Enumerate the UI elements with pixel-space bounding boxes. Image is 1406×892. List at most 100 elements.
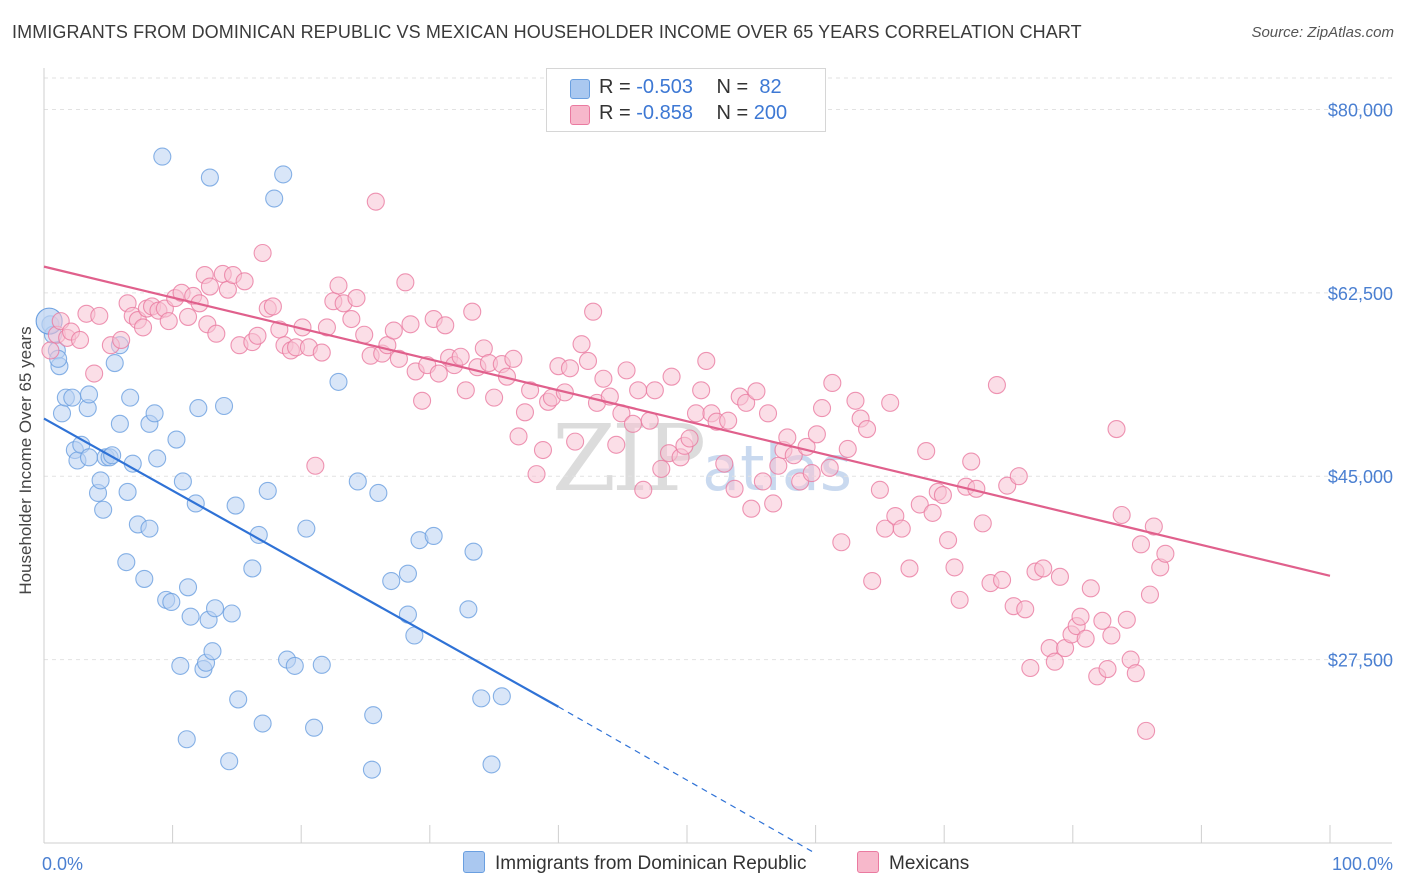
dominican-point (153, 147, 172, 166)
mexican-point (634, 480, 653, 499)
mexican-point (753, 472, 772, 491)
dominican-point (459, 600, 478, 619)
mexican-point (41, 341, 60, 360)
mexican-point (742, 499, 761, 518)
dominican-point (398, 564, 417, 583)
trend-line-dominican (43, 417, 559, 708)
dominican-point (200, 168, 219, 187)
series-dominican-points (35, 147, 511, 779)
mexican-point (401, 315, 420, 334)
mexican-point (838, 439, 857, 459)
mexican-point (1102, 626, 1121, 645)
mexican-point (90, 306, 109, 325)
dominican-point (472, 689, 491, 708)
series-mexican-points (41, 192, 1175, 740)
source-label: Source: ZipAtlas.com (1251, 24, 1394, 41)
dominican-point (177, 730, 196, 749)
mexican-point (178, 307, 198, 326)
legend-swatch-mexican (570, 105, 590, 125)
mexican-point (617, 361, 636, 380)
mexican-point (820, 458, 839, 477)
axis-labels: $27,500 $45,000 $62,500 $80,000 0.0% 100.0% Ho… (16, 100, 1393, 874)
legend-row-dominican: R = -0.503 N = 82 (570, 76, 782, 99)
mexican-point (312, 343, 331, 362)
mexican-point (515, 403, 535, 422)
dominican-point (464, 542, 483, 561)
mexican-point (645, 381, 664, 400)
dominican-point (94, 500, 113, 519)
dominican-point (226, 496, 245, 515)
dominican-point (312, 655, 331, 674)
dominican-point (243, 559, 262, 578)
dominican-point (91, 471, 110, 490)
y-tick-label: $27,500 (1328, 651, 1393, 671)
mexican-point (521, 381, 540, 400)
dominican-point (110, 414, 129, 433)
mexican-point (456, 381, 475, 400)
mexican-point (1117, 610, 1136, 629)
mexican-point (863, 571, 882, 591)
mexican-point (200, 277, 219, 296)
mexican-point (993, 570, 1012, 590)
mexican-point (1034, 559, 1053, 578)
mexican-point (1050, 567, 1069, 586)
legend-swatch-dominican (570, 79, 590, 99)
mexican-point (1156, 544, 1175, 563)
mexican-point (566, 432, 585, 451)
dominican-point (398, 605, 417, 624)
y-tick-label: $62,500 (1328, 284, 1393, 304)
y-axis-title: Householder Income Over 65 years (16, 326, 35, 594)
mexican-point (607, 435, 626, 454)
dominican-point (274, 165, 293, 184)
mexican-point (686, 404, 706, 423)
dominican-point (148, 449, 167, 468)
mexican-point (623, 414, 643, 433)
dominican-point (79, 385, 99, 404)
mexican-point (1140, 585, 1160, 604)
chart-title: IMMIGRANTS FROM DOMINICAN REPUBLIC VS ME… (12, 22, 1082, 42)
legend-r-value: -0.503 (636, 76, 693, 98)
dominican-point (348, 472, 367, 491)
axes (43, 68, 1392, 844)
mexican-point (263, 297, 282, 316)
mexican-point (451, 347, 470, 366)
legend-n-value: 200 (753, 102, 788, 124)
dominican-point (121, 388, 140, 407)
mexican-point (560, 359, 580, 378)
mexican-point (652, 459, 671, 478)
mexican-point (892, 519, 911, 538)
mexican-point (342, 309, 361, 329)
mexican-point (747, 382, 766, 401)
mexican-point (70, 330, 90, 350)
dominican-point (364, 706, 383, 725)
dominican-point (258, 481, 277, 500)
mexican-point (697, 351, 716, 370)
dominican-point (167, 430, 186, 449)
bottom-legend-label-mexican: Mexicans (889, 853, 970, 874)
mexican-point (823, 373, 842, 393)
mexican-point (917, 442, 936, 461)
dominican-point (173, 472, 192, 491)
dominican-point (178, 578, 198, 597)
dominican-point (214, 396, 234, 416)
dominican-point (105, 353, 124, 373)
legend-r-label: R = (599, 102, 637, 124)
mexican-point (939, 531, 958, 550)
dominican-point (171, 656, 190, 675)
mexican-point (737, 393, 756, 412)
mexican-point (584, 302, 603, 321)
mexican-point (846, 391, 865, 410)
mexican-point (973, 514, 992, 533)
x-tick-label-min: 0.0% (42, 854, 83, 874)
mexican-point (1009, 467, 1028, 486)
dominican-point (265, 189, 284, 208)
mexican-point (463, 302, 482, 321)
mexican-point (1098, 659, 1117, 679)
mexican-point (1071, 607, 1090, 626)
mexican-point (1045, 652, 1064, 671)
bottom-legend-swatch-mexican (857, 851, 879, 873)
mexican-point (436, 316, 455, 335)
mexican-point (910, 495, 929, 514)
mexican-point (725, 479, 744, 498)
